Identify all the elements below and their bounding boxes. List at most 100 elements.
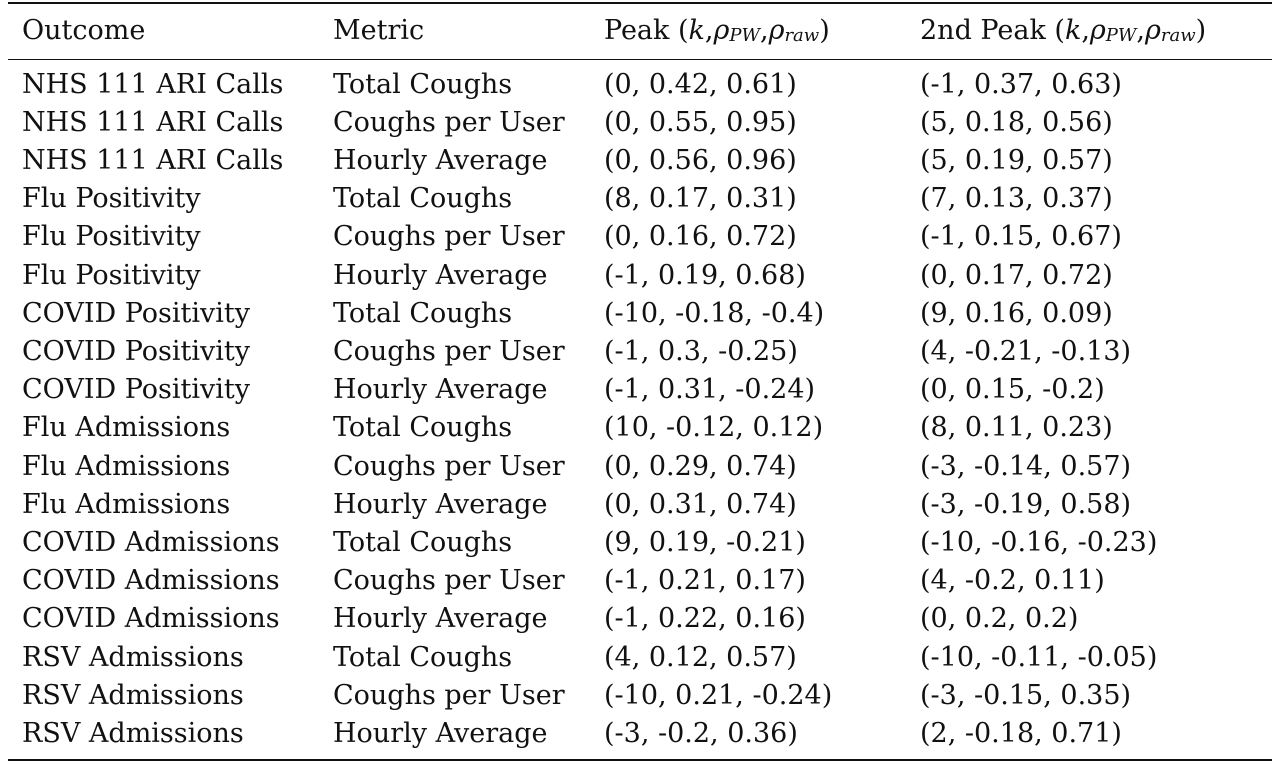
cell-peak: (-1, 0.3, -0.25): [604, 335, 798, 367]
header-second-k: k: [1064, 14, 1082, 46]
cell-outcome: Flu Positivity: [22, 221, 201, 253]
cell-peak: (0, 0.56, 0.96): [604, 144, 797, 176]
header-second-peak: 2nd Peak (k, ρ PW, ρ raw): [920, 10, 1206, 50]
cell-outcome: COVID Admissions: [22, 526, 280, 558]
results-table: Outcome Metric Peak (k, ρ PW, ρ raw) 2nd P…: [8, 0, 1272, 765]
cell-metric: Hourly Average: [333, 603, 548, 635]
cell-outcome: Flu Admissions: [22, 450, 231, 482]
header-outcome: Outcome: [22, 14, 146, 46]
cell-peak: (-1, 0.21, 0.17): [604, 565, 806, 597]
header-second-sub-raw: raw: [1160, 25, 1196, 46]
cell-peak: (-1, 0.31, -0.24): [604, 374, 816, 406]
cell-outcome: Flu Admissions: [22, 412, 231, 444]
cell-second-peak: (0, 0.2, 0.2): [920, 603, 1079, 635]
cell-metric: Coughs per User: [333, 679, 565, 711]
cell-second-peak: (0, 0.17, 0.72): [920, 259, 1113, 291]
cell-peak: (0, 0.16, 0.72): [604, 221, 797, 253]
cell-second-peak: (8, 0.11, 0.23): [920, 412, 1113, 444]
header-peak-k: k: [688, 14, 705, 46]
cell-metric: Total Coughs: [333, 641, 513, 673]
cell-peak: (0, 0.29, 0.74): [604, 450, 797, 482]
table-row: COVID Positivity Coughs per User (-1, 0.3,…: [8, 332, 1272, 370]
cell-peak: (0, 0.31, 0.74): [604, 488, 797, 520]
cell-metric: Total Coughs: [333, 183, 513, 215]
cell-peak: (-10, 0.21, -0.24): [604, 679, 833, 711]
table-row: COVID Positivity Total Coughs (-10, -0.18,…: [8, 294, 1272, 332]
cell-outcome: Flu Positivity: [22, 183, 201, 215]
cell-second-peak: (-1, 0.15, 0.67): [920, 221, 1122, 253]
cell-outcome: NHS 111 ARI Calls: [22, 144, 284, 176]
header-second-sep-2: ,: [1136, 14, 1146, 46]
cell-metric: Coughs per User: [333, 335, 565, 367]
table-row: NHS 111 ARI Calls Hourly Average (0, 0.56,…: [8, 141, 1272, 179]
cell-second-peak: (-1, 0.37, 0.63): [920, 68, 1122, 100]
table-row: COVID Admissions Coughs per User (-1, 0.21…: [8, 562, 1272, 600]
cell-second-peak: (-10, -0.11, -0.05): [920, 641, 1158, 673]
cell-outcome: COVID Admissions: [22, 565, 280, 597]
table-row: Flu Admissions Total Coughs (10, -0.12, 0.…: [8, 409, 1272, 447]
cell-metric: Coughs per User: [333, 450, 565, 482]
cell-second-peak: (-3, -0.14, 0.57): [920, 450, 1132, 482]
cell-second-peak: (7, 0.13, 0.37): [920, 183, 1113, 215]
table-row: RSV Admissions Hourly Average (-3, -0.2, 0…: [8, 714, 1272, 752]
cell-metric: Coughs per User: [333, 565, 565, 597]
table-row: COVID Positivity Hourly Average (-1, 0.31,…: [8, 371, 1272, 409]
cell-outcome: NHS 111 ARI Calls: [22, 106, 284, 138]
cell-metric: Hourly Average: [333, 144, 548, 176]
header-second-sep-1: ,: [1081, 14, 1090, 46]
cell-outcome: NHS 111 ARI Calls: [22, 68, 284, 100]
cell-outcome: COVID Positivity: [22, 335, 251, 367]
cell-second-peak: (-10, -0.16, -0.23): [920, 526, 1158, 558]
cell-metric: Total Coughs: [333, 68, 513, 100]
cell-outcome: RSV Admissions: [22, 717, 244, 749]
table-row: Flu Admissions Coughs per User (0, 0.29, 0…: [8, 447, 1272, 485]
cell-metric: Total Coughs: [333, 297, 513, 329]
table-row: COVID Admissions Total Coughs (9, 0.19, -0…: [8, 523, 1272, 561]
cell-second-peak: (-3, -0.15, 0.35): [920, 679, 1132, 711]
header-second-sub-pw: PW: [1105, 25, 1137, 46]
cell-second-peak: (5, 0.18, 0.56): [920, 106, 1113, 138]
header-peak-sep-2: ,: [759, 14, 769, 46]
cell-second-peak: (2, -0.18, 0.71): [920, 717, 1122, 749]
table-row: RSV Admissions Total Coughs (4, 0.12, 0.57…: [8, 638, 1272, 676]
cell-metric: Hourly Average: [333, 717, 548, 749]
cell-second-peak: (-3, -0.19, 0.58): [920, 488, 1132, 520]
table-row: NHS 111 ARI Calls Total Coughs (0, 0.42, 0…: [8, 65, 1272, 103]
header-second-rho-raw: ρ: [1145, 14, 1161, 46]
header-peak-sep-1: ,: [704, 14, 714, 46]
table-row: NHS 111 ARI Calls Coughs per User (0, 0.55…: [8, 103, 1272, 141]
table-bottom-rule: [8, 759, 1272, 761]
header-peak-sub-raw: raw: [784, 25, 820, 46]
cell-metric: Total Coughs: [333, 526, 513, 558]
cell-outcome: Flu Admissions: [22, 488, 231, 520]
cell-metric: Hourly Average: [333, 374, 548, 406]
cell-peak: (0, 0.55, 0.95): [604, 106, 797, 138]
cell-peak: (4, 0.12, 0.57): [604, 641, 797, 673]
cell-peak: (-10, -0.18, -0.4): [604, 297, 825, 329]
table-row: RSV Admissions Coughs per User (-10, 0.21,…: [8, 676, 1272, 714]
table-header-row: Outcome Metric Peak (k, ρ PW, ρ raw) 2nd P…: [8, 10, 1272, 50]
cell-outcome: Flu Positivity: [22, 259, 201, 291]
header-peak-close: ): [819, 14, 830, 46]
header-peak-rho-raw: ρ: [768, 14, 785, 46]
header-second-rho-pw: ρ: [1089, 14, 1106, 46]
header-metric: Metric: [333, 14, 425, 46]
cell-metric: Coughs per User: [333, 221, 565, 253]
header-peak-rho-pw: ρ: [713, 14, 730, 46]
cell-peak: (-3, -0.2, 0.36): [604, 717, 798, 749]
table-row: Flu Admissions Hourly Average (0, 0.31, 0.…: [8, 485, 1272, 523]
table-top-rule: [8, 2, 1272, 4]
cell-peak: (-1, 0.19, 0.68): [604, 259, 806, 291]
cell-outcome: COVID Positivity: [22, 374, 251, 406]
cell-metric: Coughs per User: [333, 106, 565, 138]
header-peak-sub-pw: PW: [729, 25, 760, 46]
cell-peak: (9, 0.19, -0.21): [604, 526, 806, 558]
cell-outcome: COVID Positivity: [22, 297, 251, 329]
cell-outcome: RSV Admissions: [22, 641, 244, 673]
table-row: Flu Positivity Hourly Average (-1, 0.19, 0…: [8, 256, 1272, 294]
cell-outcome: COVID Admissions: [22, 603, 280, 635]
cell-peak: (10, -0.12, 0.12): [604, 412, 824, 444]
table-row: Flu Positivity Total Coughs (8, 0.17, 0.31…: [8, 180, 1272, 218]
cell-second-peak: (9, 0.16, 0.09): [920, 297, 1113, 329]
cell-second-peak: (5, 0.19, 0.57): [920, 144, 1113, 176]
